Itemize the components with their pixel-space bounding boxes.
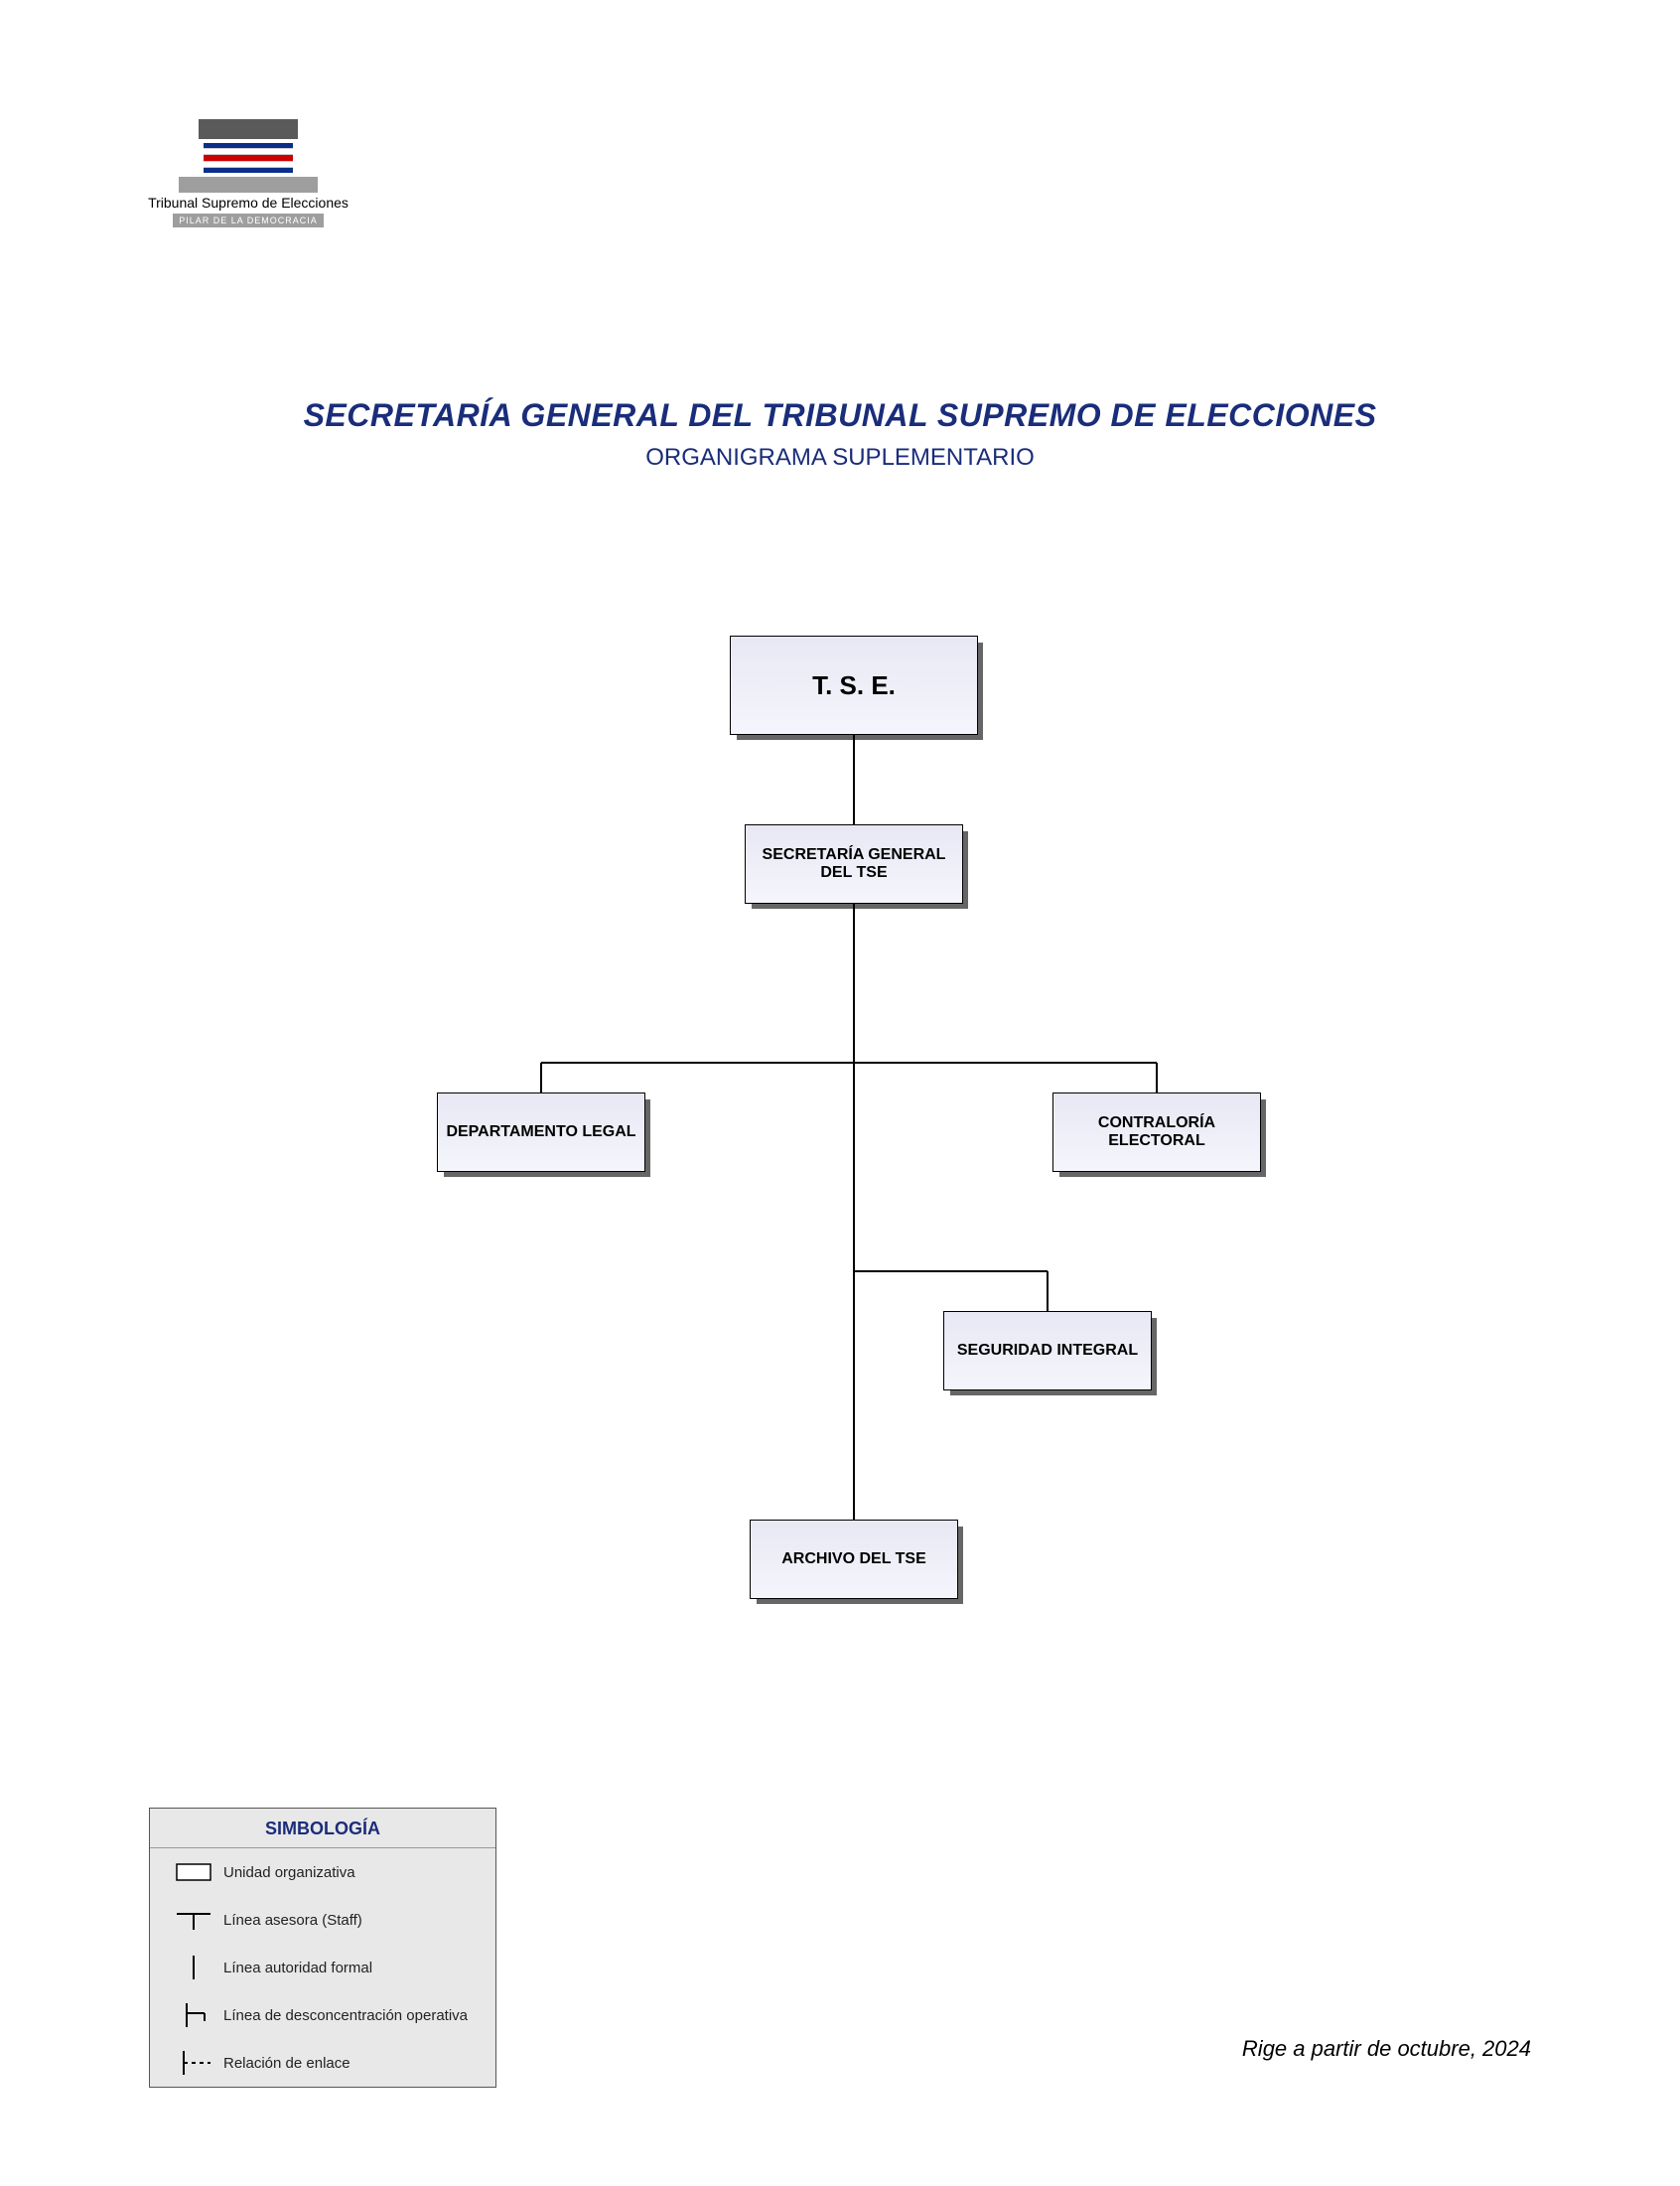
legend-label: Línea asesora (Staff) bbox=[223, 1912, 482, 1929]
legend-item: Unidad organizativa bbox=[150, 1848, 495, 1896]
legend-symbol-dashed bbox=[164, 2049, 223, 2077]
effective-date-note: Rige a partir de octubre, 2024 bbox=[1242, 2036, 1531, 2062]
page-subtitle: ORGANIGRAMA SUPLEMENTARIO bbox=[0, 444, 1680, 472]
logo-text-secondary: PILAR DE LA DEMOCRACIA bbox=[173, 214, 324, 227]
legend-label: Relación de enlace bbox=[223, 2055, 482, 2072]
legend-item: Línea asesora (Staff) bbox=[150, 1896, 495, 1944]
legend-item: Relación de enlace bbox=[150, 2039, 495, 2087]
org-chart: T. S. E. SECRETARÍA GENERAL DEL TSE DEPART… bbox=[357, 636, 1350, 1728]
legend-symbol-tee bbox=[164, 1906, 223, 1934]
legend-label: Línea de desconcentración operativa bbox=[223, 2007, 482, 2024]
org-node-sec: SECRETARÍA GENERAL DEL TSE bbox=[745, 824, 963, 904]
legend-title: SIMBOLOGÍA bbox=[150, 1809, 495, 1848]
org-node-root: T. S. E. bbox=[730, 636, 978, 735]
org-node-seg: SEGURIDAD INTEGRAL bbox=[943, 1311, 1152, 1390]
legend-label: Unidad organizativa bbox=[223, 1864, 482, 1881]
tse-logo: Tribunal Supremo de Elecciones PILAR DE … bbox=[139, 119, 357, 228]
legend-item: Línea de desconcentración operativa bbox=[150, 1991, 495, 2039]
legend-symbol-vline bbox=[164, 1954, 223, 1981]
org-node-contr: CONTRALORÍA ELECTORAL bbox=[1052, 1093, 1261, 1172]
legend-item: Línea autoridad formal bbox=[150, 1944, 495, 1991]
legend-symbol-rect bbox=[164, 1858, 223, 1886]
legend-label: Línea autoridad formal bbox=[223, 1960, 482, 1976]
legend-symbol-branch bbox=[164, 2001, 223, 2029]
org-node-legal: DEPARTAMENTO LEGAL bbox=[437, 1093, 645, 1172]
page-title: SECRETARÍA GENERAL DEL TRIBUNAL SUPREMO … bbox=[0, 397, 1680, 434]
logo-text-primary: Tribunal Supremo de Elecciones bbox=[139, 195, 357, 211]
page-title-block: SECRETARÍA GENERAL DEL TRIBUNAL SUPREMO … bbox=[0, 397, 1680, 472]
logo-emblem bbox=[179, 119, 318, 189]
org-node-arch: ARCHIVO DEL TSE bbox=[750, 1520, 958, 1599]
legend: SIMBOLOGÍA Unidad organizativa Línea ases… bbox=[149, 1808, 496, 2088]
